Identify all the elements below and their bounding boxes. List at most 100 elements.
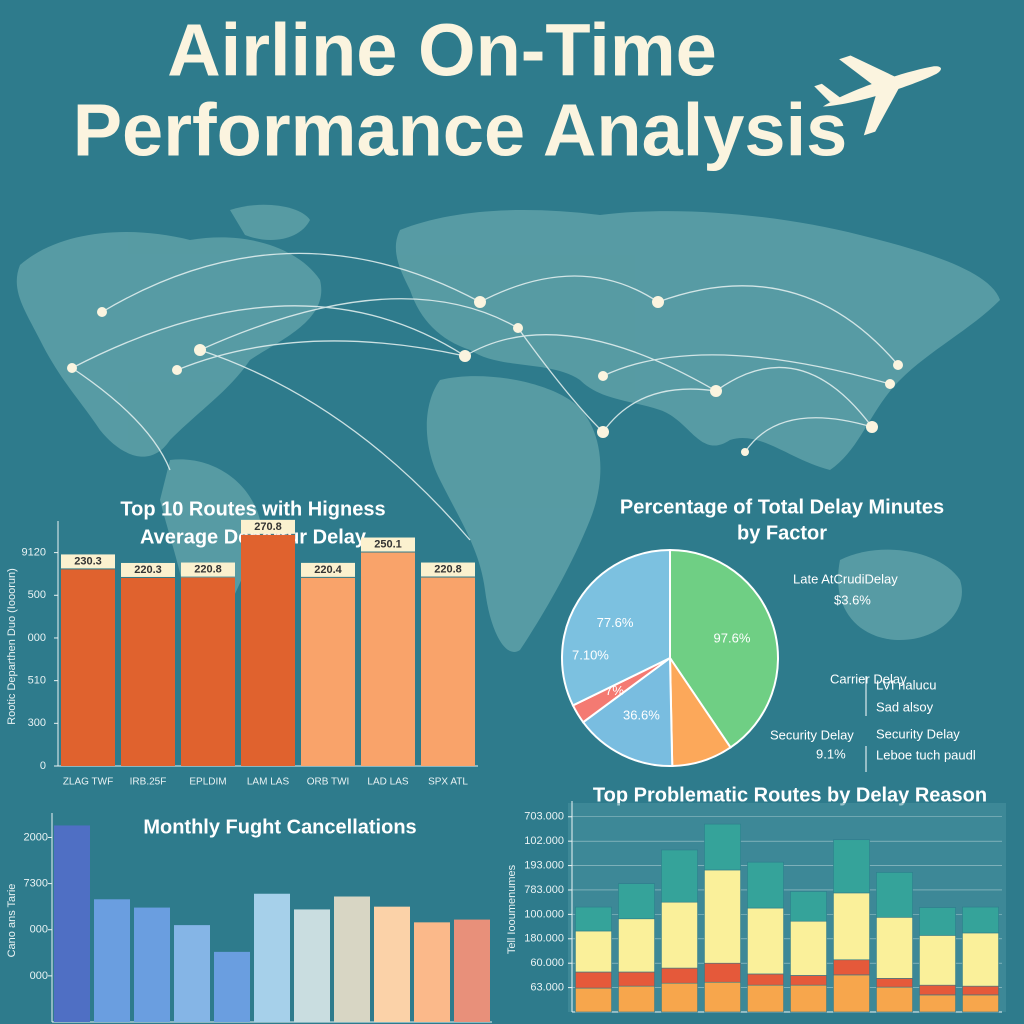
factor-label: Leboe tuch paudl bbox=[876, 747, 976, 762]
y-tick-label: 703.000 bbox=[524, 811, 564, 823]
bar bbox=[214, 951, 250, 1022]
y-tick-label: 180.000 bbox=[524, 933, 564, 945]
bar-segment bbox=[747, 861, 784, 909]
annotation: 9.1% bbox=[816, 746, 846, 761]
y-tick-label: 500 bbox=[28, 589, 46, 601]
bar bbox=[121, 577, 175, 766]
y-tick-label: 100.000 bbox=[524, 908, 564, 920]
x-tick-label: IRB.25F bbox=[130, 777, 167, 788]
y-tick-label: 300 bbox=[28, 717, 46, 729]
value-label: 220.3 bbox=[134, 564, 162, 576]
bar-segment bbox=[833, 959, 870, 976]
slice-label: 97.6% bbox=[714, 630, 751, 645]
route-dots bbox=[67, 296, 903, 456]
bar-segment bbox=[661, 967, 698, 984]
chart-title: by Factor bbox=[737, 522, 827, 544]
bar-segment bbox=[876, 872, 913, 918]
y-tick-label: 783.000 bbox=[524, 884, 564, 896]
y-axis-label: Rootic Departhen Duo (Iooorun) bbox=[6, 568, 18, 725]
page-title: Airline On-Time bbox=[167, 9, 717, 92]
value-label-box bbox=[61, 554, 115, 569]
bar bbox=[294, 909, 330, 1022]
bar bbox=[454, 919, 490, 1022]
route-arcs bbox=[71, 252, 899, 541]
factor-label: LVI nalucu bbox=[876, 677, 936, 692]
slice-label: 36.6% bbox=[623, 708, 660, 723]
bar-segment bbox=[704, 869, 741, 964]
bar-segment bbox=[876, 978, 913, 988]
y-tick-label: 000 bbox=[30, 924, 48, 936]
bar-segment bbox=[575, 971, 612, 989]
factor-label: Late AtCrudiDelay bbox=[793, 571, 898, 586]
annotation: Security Delay bbox=[876, 726, 960, 741]
bar bbox=[334, 896, 370, 1022]
bar bbox=[421, 577, 475, 766]
bar-segment bbox=[618, 985, 655, 1013]
y-axis-label: Tell Iooumenumes bbox=[506, 864, 518, 954]
bar-segment bbox=[962, 985, 999, 996]
bar-segment bbox=[747, 984, 784, 1013]
y-tick-label: 2000 bbox=[24, 831, 48, 843]
page-title: Performance Analysis bbox=[73, 89, 848, 172]
bar-segment bbox=[833, 839, 870, 894]
y-tick-label: 63.000 bbox=[530, 982, 564, 994]
bar-segment bbox=[919, 935, 956, 986]
bar-segment bbox=[876, 917, 913, 979]
pie-slice bbox=[669, 548, 779, 749]
y-tick-label: 102.000 bbox=[524, 835, 564, 847]
value-label: 230.3 bbox=[74, 555, 102, 567]
y-tick-label: 000 bbox=[28, 632, 46, 644]
bar-segment bbox=[618, 971, 655, 987]
annotation: $3.6% bbox=[834, 592, 871, 607]
value-label-box bbox=[241, 519, 295, 534]
value-label-box bbox=[361, 537, 415, 552]
bar-segment bbox=[790, 984, 827, 1013]
value-label: 220.8 bbox=[194, 563, 222, 575]
world-map bbox=[16, 204, 1000, 652]
bar-segment bbox=[876, 986, 913, 1013]
factor-label: Security Delay bbox=[770, 727, 854, 742]
y-tick-label: 000 bbox=[30, 970, 48, 982]
x-tick-label: LAD LAS bbox=[367, 777, 408, 788]
bar-segment bbox=[962, 906, 999, 934]
value-label: 270.8 bbox=[254, 521, 282, 533]
bar-segment bbox=[962, 932, 999, 987]
chart-title: Percentage of Total Delay Minutes bbox=[620, 496, 944, 518]
annotation: 7.10% bbox=[572, 647, 609, 662]
bar-segment bbox=[618, 883, 655, 920]
y-tick-label: 60.000 bbox=[530, 957, 564, 969]
value-label-box bbox=[421, 562, 475, 577]
bar-segment bbox=[919, 907, 956, 936]
x-tick-label: SPX ATL bbox=[428, 777, 468, 788]
chart-title: Top 10 Routes with Higness bbox=[120, 498, 385, 520]
bar bbox=[61, 569, 115, 766]
bar-segment bbox=[962, 994, 999, 1013]
bar bbox=[254, 893, 290, 1022]
bar-segment bbox=[661, 982, 698, 1013]
pie-slice bbox=[561, 548, 671, 707]
slice-label: 77.6% bbox=[597, 615, 634, 630]
x-tick-label: EPLDIM bbox=[189, 777, 226, 788]
bar-segment bbox=[747, 973, 784, 986]
bar bbox=[181, 577, 235, 766]
bar bbox=[174, 925, 210, 1022]
bar bbox=[54, 825, 90, 1022]
factor-label: Carrier Delay bbox=[830, 671, 907, 686]
x-tick-label: ZLAG TWF bbox=[63, 777, 113, 788]
value-label: 220.4 bbox=[314, 564, 342, 576]
y-axis-label: Cano ans Tarie bbox=[6, 884, 18, 958]
bar-segment bbox=[790, 975, 827, 986]
value-label-box bbox=[301, 562, 355, 577]
value-label-box bbox=[181, 562, 235, 577]
bar-segment bbox=[661, 849, 698, 903]
bar-segment bbox=[618, 918, 655, 973]
value-label: 220.8 bbox=[434, 563, 462, 575]
bar-segment bbox=[575, 906, 612, 932]
x-tick-label: ORB TWI bbox=[307, 777, 350, 788]
bar-segment bbox=[790, 920, 827, 976]
bar bbox=[361, 552, 415, 766]
y-tick-label: 193.000 bbox=[524, 859, 564, 871]
